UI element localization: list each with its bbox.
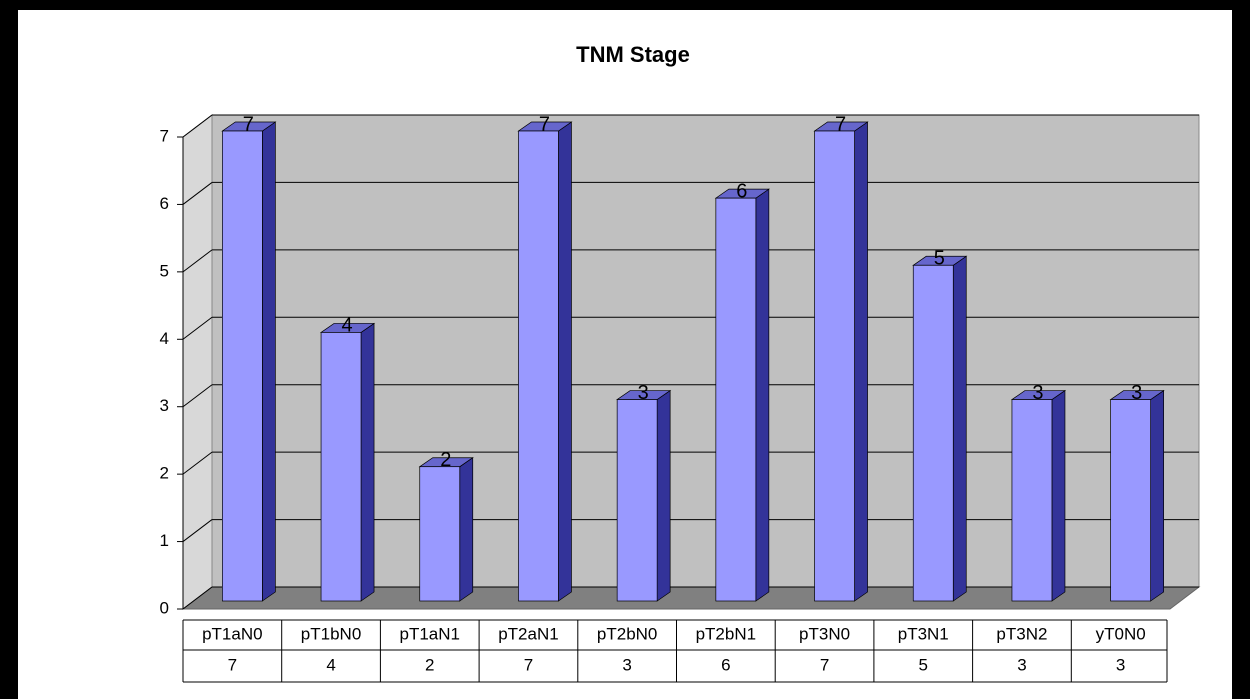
bar-side — [656, 389, 671, 602]
bar — [616, 399, 658, 602]
data-label: 7 — [539, 113, 550, 135]
table-value: 7 — [524, 655, 533, 674]
table-value: 2 — [425, 655, 434, 674]
y-tick-label: 6 — [160, 194, 169, 213]
table-value: 7 — [228, 655, 237, 674]
grid-line — [182, 249, 213, 273]
bar — [814, 130, 855, 602]
y-tick-label: 4 — [160, 329, 169, 348]
grid-line — [182, 316, 213, 340]
bar-side — [558, 121, 572, 602]
data-label: 3 — [1032, 382, 1043, 404]
grid-line — [182, 114, 213, 138]
table-value: 3 — [1116, 655, 1125, 674]
x-tick-label: pT1bN0 — [301, 624, 361, 643]
data-label: 3 — [1131, 382, 1142, 404]
y-tick-label: 1 — [160, 531, 169, 550]
bar-side — [262, 121, 276, 602]
bar — [419, 466, 461, 602]
data-label: 2 — [440, 449, 451, 471]
x-tick-label: pT1aN0 — [202, 624, 262, 643]
bar-side — [755, 188, 770, 602]
table-value: 4 — [326, 655, 335, 674]
bar — [1011, 399, 1053, 602]
y-tick-label: 5 — [160, 261, 169, 280]
table-value: 3 — [622, 655, 631, 674]
bar — [912, 264, 954, 602]
grid-line — [182, 384, 213, 408]
y-tick-label: 0 — [160, 598, 169, 617]
table-value: 5 — [919, 655, 928, 674]
grid-line — [182, 519, 213, 542]
data-label: 3 — [638, 382, 649, 404]
data-label: 7 — [243, 113, 254, 135]
table-value: 3 — [1017, 655, 1026, 674]
data-label: 5 — [934, 248, 945, 270]
x-tick-label: pT2aN1 — [498, 624, 558, 643]
grid-line — [182, 586, 213, 610]
data-label: 6 — [736, 180, 747, 202]
data-label: 4 — [341, 315, 352, 337]
bar — [715, 197, 757, 602]
y-tick-label: 3 — [160, 396, 169, 415]
bar — [518, 130, 559, 602]
bar — [320, 332, 362, 602]
chart-title: TNM Stage — [576, 42, 690, 67]
bar-side — [360, 322, 375, 602]
bar-side — [952, 255, 967, 602]
bar-side — [459, 457, 474, 602]
x-tick-label: pT2bN0 — [597, 624, 657, 643]
x-tick-label: pT3N1 — [898, 624, 949, 643]
grid-line — [182, 182, 213, 205]
data-label: 7 — [835, 113, 846, 135]
left-wall — [182, 113, 213, 611]
grid-line — [182, 451, 213, 475]
bar-side — [1150, 389, 1165, 602]
bar-side — [1051, 389, 1066, 602]
x-tick-label: pT3N2 — [996, 624, 1047, 643]
y-tick-label: 2 — [160, 464, 169, 483]
bar-side — [854, 121, 868, 602]
bar — [222, 130, 263, 602]
x-tick-label: pT2bN1 — [696, 624, 756, 643]
x-tick-label: yT0N0 — [1096, 624, 1146, 643]
table-value: 7 — [820, 655, 829, 674]
table-value: 6 — [721, 655, 730, 674]
x-tick-label: pT3N0 — [799, 624, 850, 643]
x-tick-label: pT1aN1 — [400, 624, 460, 643]
bar — [1110, 399, 1152, 602]
y-tick-label: 7 — [160, 126, 169, 145]
